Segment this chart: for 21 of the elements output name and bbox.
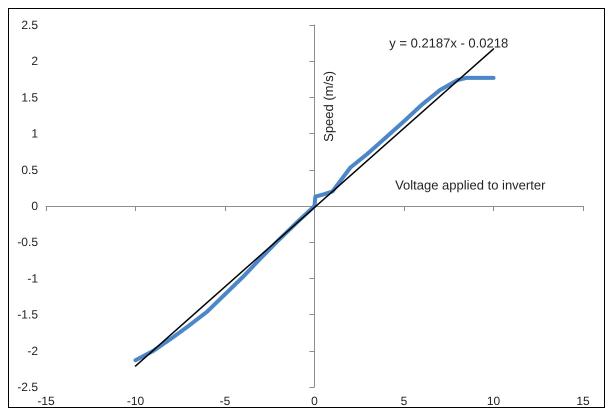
y-tick-label: -2 <box>27 344 38 358</box>
x-tick-label: -15 <box>37 394 55 408</box>
x-tick-label: 5 <box>400 394 408 408</box>
x-tick-label: 10 <box>486 394 500 408</box>
annotation: y = 0.2187x - 0.0218 <box>389 36 508 51</box>
y-tick-label: -2.5 <box>17 380 38 394</box>
x-tick-label: -5 <box>220 394 231 408</box>
y-tick-label: -1 <box>27 271 38 286</box>
y-axis-title: Speed (m/s) <box>321 71 336 142</box>
y-tick-label: 1 <box>31 126 38 141</box>
x-axis-title: Voltage applied to inverter <box>395 178 546 193</box>
y-tick-label: 1.5 <box>21 90 38 104</box>
y-tick-label: -0.5 <box>17 235 38 250</box>
y-tick-label: 2.5 <box>21 18 38 32</box>
y-tick-label: 0 <box>31 199 38 213</box>
x-tick-label: 0 <box>311 394 318 408</box>
x-tick-label: 15 <box>576 394 590 408</box>
y-tick-label: 0.5 <box>21 162 38 177</box>
y-tick-label: -1.5 <box>17 308 38 322</box>
x-tick-label: -10 <box>126 394 144 408</box>
y-tick-label: 2 <box>31 54 38 68</box>
